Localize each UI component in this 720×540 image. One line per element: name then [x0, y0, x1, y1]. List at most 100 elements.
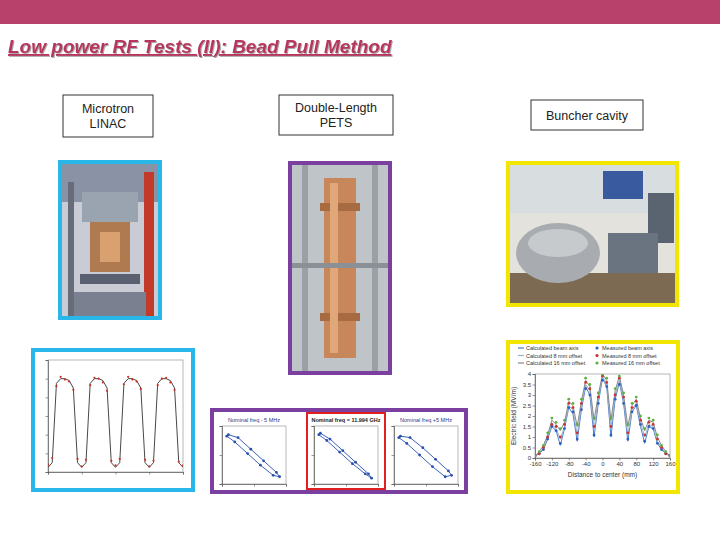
series-marker — [550, 417, 553, 420]
tick-mark — [619, 458, 620, 461]
legend-swatch — [595, 361, 598, 364]
photo-detail — [508, 273, 677, 305]
series-marker — [93, 377, 95, 379]
plot-area — [394, 426, 458, 484]
series-marker — [656, 434, 659, 437]
label-text: Buncher cavity — [546, 109, 629, 123]
series-marker — [161, 378, 163, 380]
series-marker — [605, 381, 608, 384]
series-marker — [622, 392, 625, 395]
legend-item: Measured 16 mm offset — [595, 360, 660, 366]
series-marker — [593, 417, 596, 420]
x-axis: -160-120-80-4004080120160 — [529, 458, 676, 467]
slide: Low power RF Tests (II): Bead Pull Metho… — [0, 0, 720, 540]
series-marker — [233, 441, 236, 444]
series-marker — [148, 465, 150, 467]
tick-mark — [220, 426, 223, 427]
series-marker — [418, 454, 421, 457]
legend-item: Measured 8 mm offset — [595, 353, 657, 359]
tick — [82, 472, 83, 475]
tick-mark — [670, 458, 671, 461]
tick-mark — [46, 397, 49, 398]
series-marker — [351, 462, 354, 465]
tick — [458, 484, 459, 487]
tick-label: 40 — [617, 461, 624, 467]
series-line — [48, 379, 183, 468]
series-marker — [165, 377, 167, 379]
tick-label: 0.5 — [523, 445, 532, 451]
legend-item: Calculated 8 mm offset — [518, 353, 583, 359]
tick-mark — [569, 458, 570, 461]
series-marker — [64, 379, 66, 381]
tick-mark — [533, 385, 536, 386]
series-marker — [656, 438, 659, 441]
photo-frame — [508, 163, 677, 305]
tick-label: -40 — [582, 461, 591, 467]
series-marker — [584, 387, 587, 390]
tick — [46, 416, 49, 417]
series-marker — [622, 396, 625, 399]
series-marker — [588, 394, 591, 397]
tick: 0.5 — [523, 445, 535, 451]
photo-detail — [68, 182, 74, 318]
series-marker — [669, 455, 670, 458]
series-line — [535, 374, 670, 456]
tick — [149, 472, 150, 475]
series-marker — [576, 423, 579, 426]
series-marker — [275, 471, 278, 474]
series-marker — [535, 455, 536, 458]
label-box — [279, 95, 393, 135]
series-marker — [60, 376, 62, 378]
tick-mark — [149, 472, 150, 475]
tick-mark — [220, 455, 223, 456]
series-marker — [580, 408, 583, 411]
photo-detail — [516, 223, 600, 283]
series-marker — [144, 459, 146, 461]
series-marker — [626, 423, 629, 426]
series-marker — [450, 474, 453, 477]
chart: Nominal freq - 5 MHz — [220, 417, 287, 487]
series-marker — [131, 379, 133, 381]
tick: 0 — [528, 455, 535, 461]
tick-mark — [378, 484, 379, 487]
tick-mark — [533, 416, 536, 417]
tick: -160 — [529, 458, 542, 467]
series-marker — [173, 389, 175, 391]
series-line — [227, 435, 280, 477]
series-marker — [85, 459, 87, 461]
photo-detail — [603, 171, 643, 199]
photo-frame — [60, 162, 160, 318]
series-marker — [643, 440, 646, 443]
tick-mark — [116, 472, 117, 475]
series-marker — [593, 425, 596, 428]
tick: -120 — [546, 458, 559, 467]
plot-area — [48, 360, 183, 472]
series-marker — [597, 396, 600, 399]
tick-mark — [254, 484, 255, 487]
series-marker — [434, 458, 437, 461]
plot-area — [535, 374, 670, 458]
tick-mark — [426, 484, 427, 487]
series-marker — [68, 380, 70, 382]
series-line — [319, 433, 372, 478]
series-group — [397, 435, 453, 478]
series-marker — [643, 427, 646, 430]
photo-detail — [80, 274, 140, 284]
series-marker — [652, 419, 655, 422]
tick — [220, 426, 223, 427]
series-marker — [576, 438, 579, 441]
tick-mark — [312, 455, 315, 456]
photo — [508, 163, 677, 305]
series-marker — [614, 398, 617, 401]
series-group — [48, 376, 183, 468]
series-marker — [249, 448, 252, 451]
series-marker — [664, 450, 667, 453]
series-marker — [584, 377, 587, 380]
series-marker — [317, 433, 320, 436]
series-marker — [610, 425, 613, 428]
series-marker — [550, 423, 553, 426]
series-marker — [639, 415, 642, 418]
tick-label: -120 — [546, 461, 559, 467]
series-marker — [119, 458, 121, 460]
tick: 1.5 — [523, 424, 535, 430]
